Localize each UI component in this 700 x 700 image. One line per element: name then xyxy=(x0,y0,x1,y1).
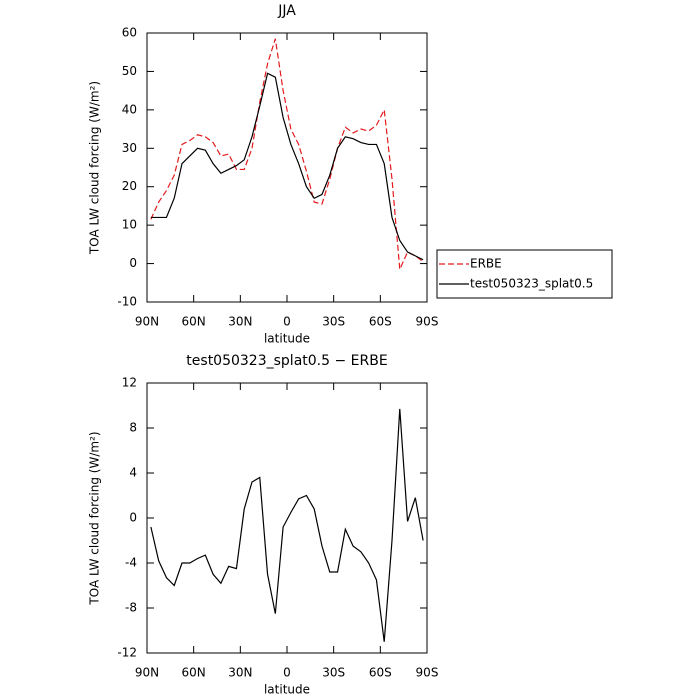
y-tick-label: 8 xyxy=(129,421,137,435)
x-tick-label: 30N xyxy=(228,666,252,680)
y-tick-label: -4 xyxy=(125,556,137,570)
y-tick-label: 12 xyxy=(122,376,137,390)
x-axis-label: latitude xyxy=(264,332,310,346)
y-tick-label: -8 xyxy=(125,601,137,615)
legend-label: test050323_splat0.5 xyxy=(470,277,593,291)
x-tick-label: 90S xyxy=(416,666,439,680)
x-tick-label: 30S xyxy=(322,315,345,329)
y-tick-label: 10 xyxy=(122,218,137,232)
x-tick-label: 0 xyxy=(283,315,291,329)
y-axis-label: TOA LW cloud forcing (W/m²) xyxy=(88,81,102,255)
x-tick-label: 60S xyxy=(369,315,392,329)
x-tick-label: 90N xyxy=(135,666,159,680)
data-line xyxy=(150,72,424,261)
data-line xyxy=(150,38,424,272)
y-tick-label: 20 xyxy=(122,179,137,193)
data-line xyxy=(150,408,424,642)
y-axis-label: TOA LW cloud forcing (W/m²) xyxy=(88,431,102,605)
plot-frame xyxy=(146,382,428,654)
chart-title: JJA xyxy=(277,3,296,19)
y-tick-label: 60 xyxy=(122,26,137,40)
x-tick-label: 60N xyxy=(182,666,206,680)
y-tick-label: -10 xyxy=(117,295,137,309)
x-tick-label: 30N xyxy=(228,315,252,329)
x-axis-label: latitude xyxy=(264,683,310,697)
y-tick-label: 4 xyxy=(129,466,137,480)
x-tick-label: 60N xyxy=(182,315,206,329)
y-tick-label: 30 xyxy=(122,141,137,155)
y-tick-label: 40 xyxy=(122,102,137,116)
x-tick-label: 60S xyxy=(369,666,392,680)
x-tick-label: 0 xyxy=(283,666,291,680)
legend-box xyxy=(436,249,613,299)
y-tick-label: 50 xyxy=(122,64,137,78)
y-tick-label: -12 xyxy=(117,646,137,660)
y-tick-label: 0 xyxy=(129,511,137,525)
x-tick-label: 90S xyxy=(416,315,439,329)
chart-title: test050323_splat0.5 − ERBE xyxy=(186,353,387,369)
x-tick-label: 90N xyxy=(135,315,159,329)
y-tick-label: 0 xyxy=(129,256,137,270)
legend-label: ERBE xyxy=(470,257,502,271)
x-tick-label: 30S xyxy=(322,666,345,680)
